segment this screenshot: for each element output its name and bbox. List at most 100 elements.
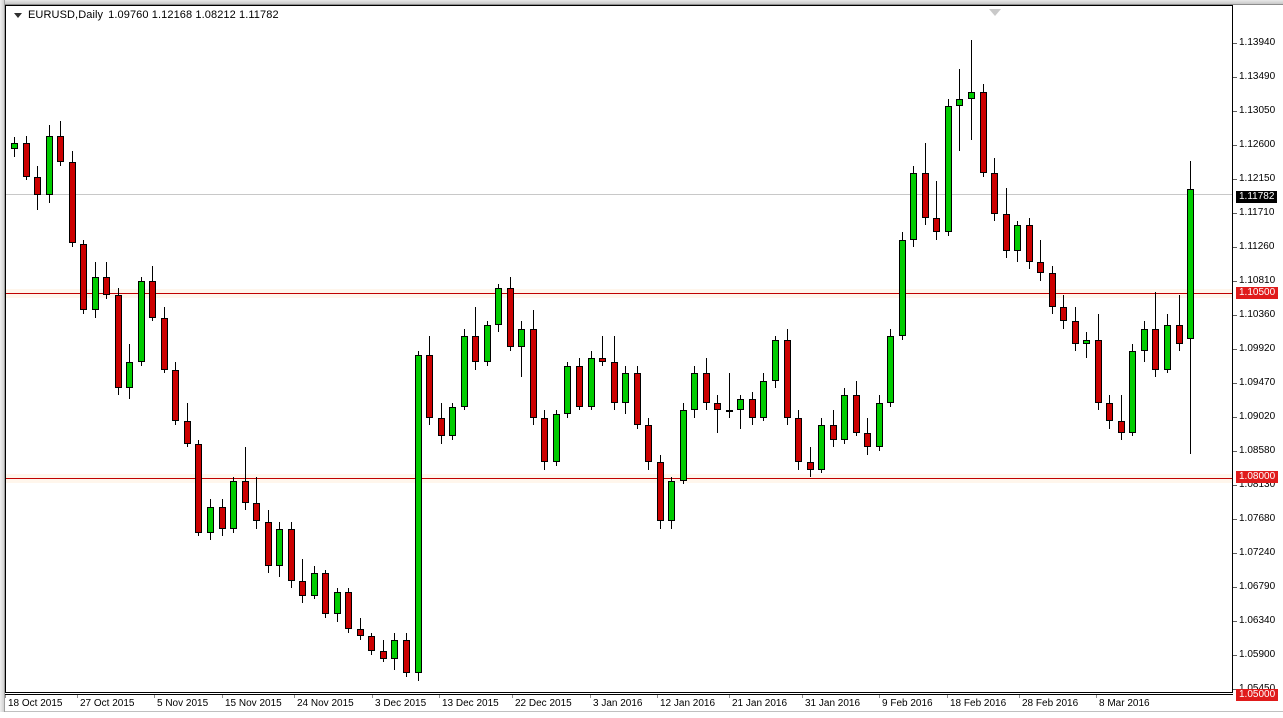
triangle-down-marker-icon [989,9,1001,16]
price-axis-label: 1.07680 [1239,513,1276,524]
price-tick [1233,451,1237,452]
price-tick [1233,417,1237,418]
candle-body-bullish [1164,325,1171,370]
price-tick [1233,485,1237,486]
candle-body-bearish [507,287,514,348]
candle-body-bearish [784,339,791,418]
candle-body-bearish [980,91,987,174]
candle-body-bearish [195,443,202,533]
date-tick [879,695,880,698]
candle-body-bearish [115,295,122,389]
chevron-down-icon[interactable] [14,12,22,18]
candle-body-bearish [853,395,860,433]
candle-body-bearish [80,243,87,311]
date-tick [5,695,6,698]
candle-body-bearish [611,362,618,403]
current-price-badge[interactable]: 1.11782 [1236,191,1278,203]
date-axis-label: 28 Feb 2016 [1022,698,1079,709]
candle-body-bullish [92,276,99,311]
candle-body-bullish [1014,224,1021,251]
resistance-line[interactable] [6,293,1232,294]
candle-body-bullish [334,591,341,615]
price-axis-label: 1.12150 [1239,173,1276,184]
candle-body-bearish [1026,224,1033,263]
price-tick [1233,315,1237,316]
date-axis-label: 8 Mar 2016 [1099,698,1150,709]
candle-wick [245,447,246,511]
date-tick [154,695,155,698]
price-axis-label: 1.05900 [1239,649,1276,660]
candle-body-bearish [922,173,929,218]
price-tick [1233,43,1237,44]
candle-body-bullish [138,280,145,363]
date-axis-label: 5 Nov 2015 [157,698,209,709]
price-tick [1233,655,1237,656]
level-price-badge[interactable]: 1.10500 [1236,287,1279,299]
candle-wick [1040,239,1041,281]
candle-wick [740,395,741,429]
date-axis-label: 31 Jan 2016 [805,698,861,709]
candle-body-bearish [599,358,606,363]
candle-body-bearish [1176,325,1183,344]
candle-body-bearish [357,628,364,637]
candle-wick [729,373,730,418]
candle-body-bearish [530,328,537,418]
price-axis-label: 1.13050 [1239,105,1276,116]
candle-body-bullish [1141,328,1148,351]
price-axis-label: 1.08580 [1239,445,1276,456]
price-axis-label: 1.08130 [1239,479,1276,490]
price-axis[interactable]: 1.13940 1.13490 1.13050 1.12600 1.12150 1.117… [1233,5,1283,701]
price-tick [1233,519,1237,520]
support-line[interactable] [6,478,1232,479]
symbol-header: EURUSD,Daily 1.09760 1.12168 1.08212 1.1… [14,9,279,21]
candle-body-bullish [1129,351,1136,433]
candle-body-bearish [253,502,260,522]
level-price-badge[interactable]: 1.05000 [1236,689,1279,701]
lower-line[interactable] [6,692,1232,693]
date-axis-label: 3 Dec 2015 [375,698,427,709]
chart-plot-area[interactable] [6,6,1232,692]
date-tick [512,695,513,698]
left-scroll-strip[interactable] [0,0,5,718]
level-price-badge[interactable]: 1.08000 [1236,471,1279,483]
candle-body-bullish [680,410,687,481]
price-tick [1233,553,1237,554]
candle-body-bullish [899,239,906,337]
price-tick [1233,213,1237,214]
candle-body-bullish [772,339,779,381]
candle-body-bearish [149,280,156,318]
candle-wick [521,321,522,377]
date-axis-label: 22 Dec 2015 [515,698,572,709]
chart-frame[interactable]: EURUSD,Daily 1.09760 1.12168 1.08212 1.1… [5,5,1233,693]
current-price-line[interactable] [6,194,1232,195]
candle-body-bearish [34,176,41,196]
top-toolbar-strip[interactable] [5,0,1283,5]
price-axis-label: 1.10810 [1239,275,1276,286]
candle-body-bearish [57,136,64,162]
candle-body-bullish [818,425,825,470]
price-axis-label: 1.11710 [1239,207,1275,218]
date-axis-label: 24 Nov 2015 [297,698,354,709]
time-axis-bottom-border [5,711,1283,712]
price-tick [1233,281,1237,282]
candle-wick [383,640,384,663]
candle-wick [1086,332,1087,359]
date-axis-label: 13 Dec 2015 [442,698,499,709]
price-tick [1233,179,1237,180]
candle-body-bullish [495,287,502,326]
candle-body-bearish [69,161,76,244]
candle-body-bearish [795,417,802,463]
candle-body-bullish [588,358,595,407]
candle-body-bearish [242,480,249,503]
price-axis-label: 1.11260 [1239,241,1275,252]
candle-body-bullish [1187,189,1194,340]
candle-body-bullish [207,506,214,533]
candle-body-bullish [311,573,318,596]
candle-body-bearish [703,373,710,403]
candle-body-bullish [391,640,398,659]
candle-body-bearish [1003,213,1010,251]
candle-body-bullish [968,91,975,99]
candle-body-bullish [564,365,571,414]
candle-body-bearish [1037,262,1044,274]
